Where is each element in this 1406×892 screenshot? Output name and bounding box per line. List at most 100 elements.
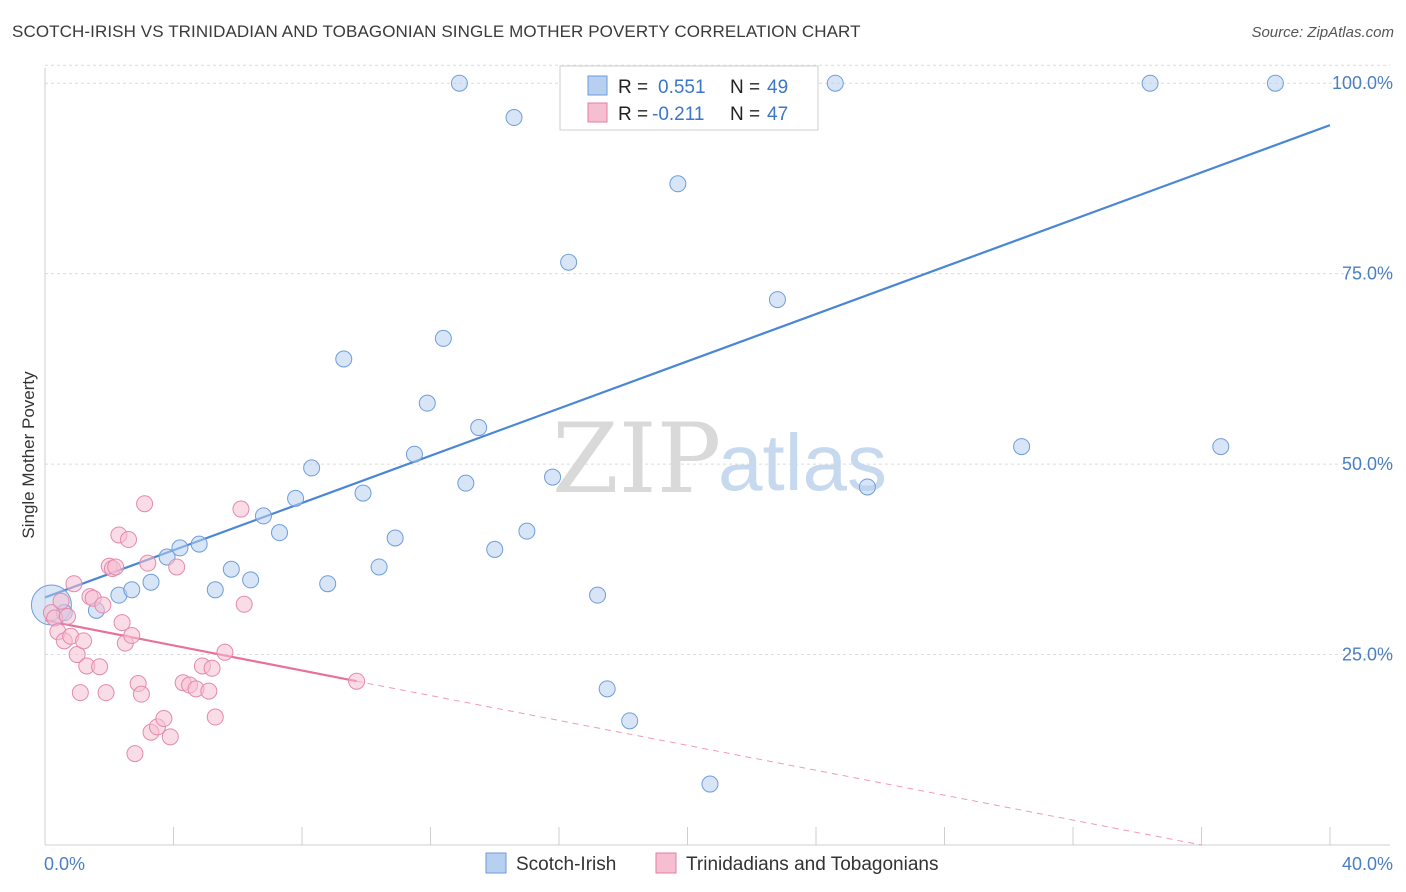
point-scotch-irish-17: [335, 350, 353, 368]
point-scotch-irish-4: [123, 581, 141, 599]
point-scotch-irish-44: [1141, 74, 1159, 92]
point-trinidadian-27: [132, 685, 150, 703]
point-trinidadian-39: [200, 682, 218, 700]
point-trinidadian-28: [136, 495, 154, 513]
point-scotch-irish-28: [505, 109, 523, 127]
point-trinidadian-29: [139, 554, 157, 572]
point-trinidadian-32: [155, 710, 173, 728]
point-scotch-irish-15: [303, 459, 321, 477]
point-scotch-irish-7: [171, 539, 189, 557]
y-tick-labels: 25.0% 50.0% 75.0% 100.0%: [1332, 73, 1393, 664]
trend-line-1: [44, 619, 357, 683]
y-axis-label: Single Mother Poverty: [19, 371, 38, 539]
watermark-atlas: atlas: [718, 418, 887, 507]
y-tick-label-1: 50.0%: [1342, 454, 1393, 474]
point-trinidadian-34: [168, 558, 186, 576]
point-scotch-irish-22: [418, 394, 436, 412]
stats-n-label-2: N =: [730, 104, 760, 125]
point-trinidadian-10: [75, 632, 93, 650]
legend-label-trinidadians: Trinidadians and Tobagonians: [686, 854, 938, 875]
stats-swatch-pink: [587, 102, 608, 123]
point-scotch-irish-14: [287, 489, 305, 507]
point-trinidadian-42: [216, 643, 234, 661]
point-scotch-irish-32: [589, 586, 607, 604]
point-trinidadian-8: [68, 646, 86, 664]
point-trinidadian-19: [107, 558, 125, 576]
chart-title: SCOTCH-IRISH VS TRINIDADIAN AND TOBAGONI…: [12, 22, 861, 41]
point-scotch-irish-40: [768, 291, 786, 309]
stats-r-value-1: 0.551: [658, 77, 706, 98]
source-credit: Source: ZipAtlas.com: [1251, 24, 1394, 41]
point-scotch-irish-12: [254, 507, 272, 525]
point-trinidadian-16: [97, 684, 115, 702]
trend-line-0: [44, 124, 1331, 599]
point-scotch-irish-21: [405, 445, 423, 463]
point-trinidadian-3: [52, 592, 70, 610]
point-scotch-irish-11: [242, 571, 260, 589]
point-trinidadian-24: [123, 627, 141, 645]
point-trinidadian-25: [126, 745, 144, 763]
point-scotch-irish-33: [598, 680, 616, 698]
point-trinidadian-33: [161, 728, 179, 746]
point-scotch-irish-18: [354, 484, 372, 502]
axes: [44, 68, 1390, 846]
point-trinidadian-9: [71, 684, 89, 702]
point-scotch-irish-41: [826, 74, 844, 92]
y-tick-label-2: 75.0%: [1342, 264, 1393, 284]
point-scotch-irish-24: [450, 74, 468, 92]
point-scotch-irish-23: [434, 329, 452, 347]
point-scotch-irish-42: [858, 478, 876, 496]
stats-n-value-2: 47: [767, 104, 788, 125]
point-scotch-irish-43: [1013, 438, 1031, 456]
point-trinidadian-44: [235, 595, 253, 613]
point-scotch-irish-34: [621, 712, 639, 730]
point-scotch-irish-45: [1212, 438, 1230, 456]
point-scotch-irish-37: [701, 775, 719, 793]
legend-swatch-trinidadians: [655, 852, 677, 874]
trend-line-extension-1: [356, 680, 1202, 846]
stats-box: R = 0.551 N = 49 R = -0.211 N = 47: [559, 65, 819, 131]
stats-r-value-2: -0.211: [652, 104, 704, 125]
x-tick-label-1: 40.0%: [1342, 854, 1393, 874]
point-trinidadian-40: [203, 659, 221, 677]
point-scotch-irish-16: [319, 575, 337, 593]
stats-swatch-blue: [587, 75, 608, 96]
point-trinidadian-41: [206, 708, 224, 726]
stats-r-label-1: R =: [618, 77, 648, 98]
point-scotch-irish-9: [206, 581, 224, 599]
stats-n-label-1: N =: [730, 77, 760, 98]
legend-swatch-scotch-irish: [485, 852, 507, 874]
point-scotch-irish-26: [470, 419, 488, 437]
point-trinidadian-43: [232, 500, 250, 518]
stats-r-label-2: R =: [618, 104, 648, 125]
point-scotch-irish-8: [190, 535, 208, 553]
point-scotch-irish-13: [271, 524, 289, 542]
point-scotch-irish-25: [457, 474, 475, 492]
legend-label-scotch-irish: Scotch-Irish: [516, 854, 616, 875]
watermark-zip: ZIP: [552, 403, 721, 515]
stats-n-value-1: 49: [767, 77, 788, 98]
point-trinidadian-5: [58, 607, 76, 625]
y-tick-label-0: 25.0%: [1342, 645, 1393, 665]
point-trinidadian-23: [120, 531, 138, 549]
x-tick-label-0: 0.0%: [44, 854, 85, 874]
gridlines: [45, 64, 1390, 656]
x-tick-labels: 0.0% 40.0%: [44, 854, 1393, 874]
y-tick-label-3: 100.0%: [1332, 73, 1393, 93]
point-scotch-irish-19: [370, 558, 388, 576]
point-scotch-irish-10: [222, 560, 240, 578]
point-trinidadian-21: [113, 614, 131, 632]
point-scotch-irish-31: [560, 253, 578, 271]
point-trinidadian-7: [65, 575, 83, 593]
point-scotch-irish-27: [486, 540, 504, 558]
legend: Scotch-Irish Trinidadians and Tobagonian…: [485, 852, 938, 875]
point-scotch-irish-5: [142, 573, 160, 591]
point-scotch-irish-20: [386, 529, 404, 547]
point-trinidadian-14: [91, 658, 109, 676]
point-scotch-irish-29: [518, 522, 536, 540]
watermark: ZIP atlas: [552, 403, 887, 515]
point-scotch-irish-46: [1266, 74, 1284, 92]
point-trinidadian-45: [348, 672, 366, 690]
point-scotch-irish-36: [669, 175, 687, 193]
